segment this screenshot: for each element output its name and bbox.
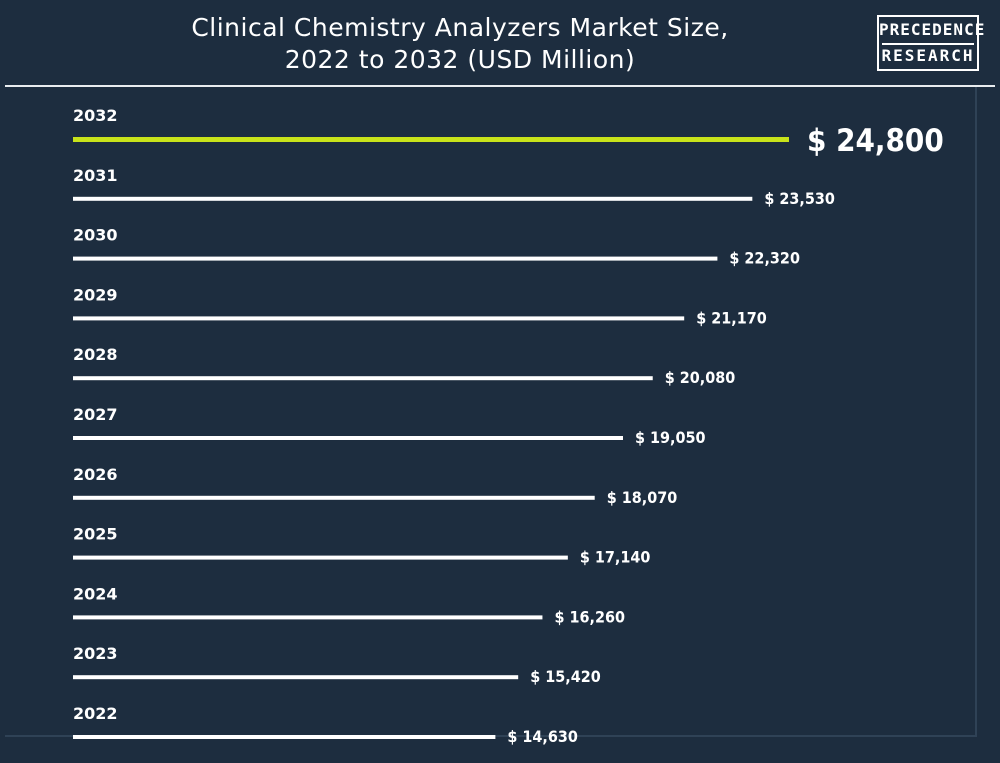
year-label-2029: 2029: [73, 285, 118, 304]
bar-2029: [73, 316, 685, 321]
bar-2022: [73, 735, 496, 739]
year-label-2031: 2031: [73, 166, 118, 185]
value-label-2032: $ 24,800: [807, 123, 944, 159]
value-label-2025: $ 17,140: [580, 548, 651, 567]
year-label-2032: 2032: [73, 106, 118, 125]
year-label-2030: 2030: [73, 226, 118, 245]
year-label-2026: 2026: [73, 465, 118, 484]
logo-separator: [882, 43, 974, 45]
year-label-2027: 2027: [73, 405, 118, 424]
bar-2032: [73, 137, 789, 142]
title-divider: [5, 85, 995, 87]
value-label-2028: $ 20,080: [665, 368, 736, 387]
frame-right-edge: [975, 87, 977, 735]
bar-2031: [73, 196, 753, 201]
bar-2026: [73, 495, 595, 500]
value-label-2027: $ 19,050: [635, 428, 706, 447]
year-label-2022: 2022: [73, 704, 118, 723]
logo-line-2: RESEARCH: [881, 46, 975, 65]
year-label-2028: 2028: [73, 345, 118, 364]
value-label-2029: $ 21,170: [696, 308, 767, 327]
bar-2030: [73, 256, 718, 261]
precedence-research-logo: PRECEDENCE RESEARCH: [877, 15, 986, 71]
year-label-2025: 2025: [73, 525, 118, 544]
bar-2028: [73, 376, 653, 381]
value-label-2024: $ 16,260: [554, 607, 625, 626]
logo-line-1: PRECEDENCE: [879, 20, 986, 39]
bar-2027: [73, 436, 623, 440]
bar-2023: [73, 675, 519, 680]
year-label-2023: 2023: [73, 644, 118, 663]
value-label-2026: $ 18,070: [607, 488, 678, 507]
chart-title-line-2: 2022 to 2032 (USD Million): [284, 45, 636, 74]
value-label-2031: $ 23,530: [764, 189, 835, 208]
bar-2025: [73, 555, 568, 560]
value-label-2023: $ 15,420: [530, 667, 601, 686]
year-label-2024: 2024: [73, 584, 118, 603]
chart-title-line-1: Clinical Chemistry Analyzers Market Size…: [191, 13, 729, 42]
value-label-2030: $ 22,320: [729, 249, 800, 268]
value-label-2022: $ 14,630: [507, 727, 578, 746]
chart-title: Clinical Chemistry Analyzers Market Size…: [100, 12, 820, 76]
bar-2024: [73, 615, 543, 620]
